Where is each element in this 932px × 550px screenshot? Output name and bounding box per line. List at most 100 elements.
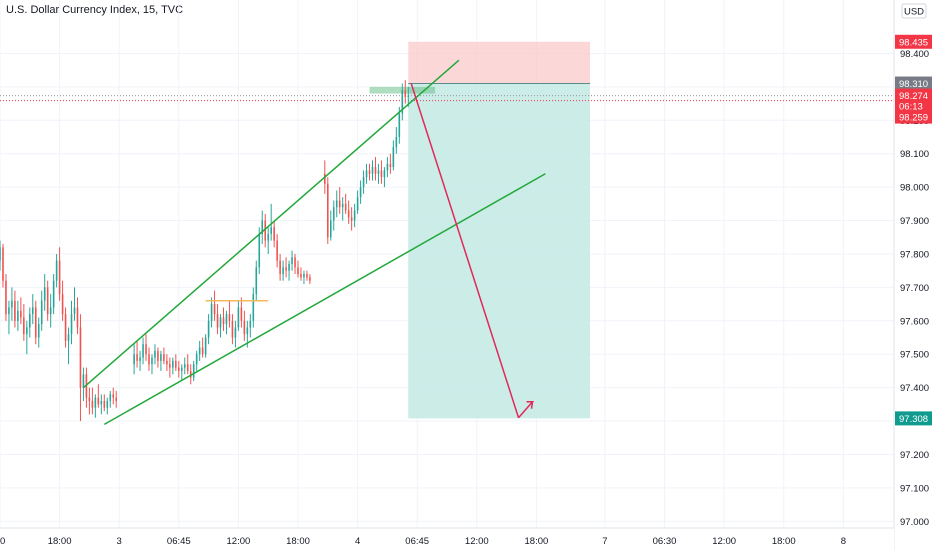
candle-body	[332, 207, 335, 221]
candle-body	[324, 173, 326, 184]
candle-body	[380, 170, 383, 178]
candle-body	[67, 334, 70, 341]
countdown-tag: 06:13	[899, 102, 923, 113]
candle-body	[404, 90, 407, 97]
candle-body	[288, 264, 290, 271]
candle-body	[2, 247, 4, 281]
stop-price-tag-bg	[895, 34, 932, 49]
candle-body	[353, 210, 356, 221]
candle-body	[34, 307, 37, 338]
candle-body	[255, 267, 258, 295]
x-tick-label: 06:45	[167, 536, 191, 547]
chart-title: U.S. Dollar Currency Index, 15, TVC	[6, 4, 184, 16]
candle-body	[64, 314, 67, 341]
candle-body	[273, 227, 275, 241]
candle-body	[204, 337, 207, 355]
x-tick-label: 18:00	[286, 536, 310, 547]
candle-body	[213, 304, 216, 315]
candle-body	[43, 287, 46, 301]
candle-body	[97, 397, 100, 405]
y-tick-label: 97.400	[900, 383, 929, 394]
candle-body	[139, 357, 141, 361]
candle-body	[148, 354, 150, 365]
candle-body	[37, 324, 40, 338]
candle-body	[291, 257, 293, 264]
candle-body	[91, 401, 94, 408]
candle-body	[246, 327, 249, 335]
candle-body	[231, 320, 234, 338]
candle-body	[309, 277, 311, 281]
candle-body	[195, 354, 198, 365]
candle-body	[350, 217, 353, 221]
x-tick-label: 06:45	[405, 536, 429, 547]
x-tick-label: 18:00	[772, 536, 796, 547]
x-tick-label: 7	[602, 536, 607, 547]
candle-body	[0, 247, 1, 261]
candle-body	[279, 260, 281, 275]
candle-body	[109, 394, 112, 402]
candle-body	[294, 257, 296, 268]
target-price-tag: 97.308	[899, 414, 928, 425]
candle-body	[192, 364, 195, 378]
y-tick-label: 97.900	[900, 216, 929, 227]
candle-body	[362, 177, 365, 188]
candle-body	[5, 280, 7, 315]
candle-body	[249, 320, 252, 328]
candle-body	[258, 233, 261, 268]
candle-body	[365, 170, 368, 178]
candle-body	[377, 170, 380, 174]
channel-lower-line	[103, 173, 546, 426]
candle-body	[115, 397, 118, 402]
candle-body	[94, 397, 97, 408]
candle-body	[374, 167, 377, 174]
take-profit-zone	[408, 83, 591, 419]
candle-body	[383, 170, 386, 178]
candle-body	[142, 344, 144, 358]
y-tick-label: 97.000	[900, 517, 929, 528]
candle-body	[133, 354, 135, 365]
candle-body	[207, 320, 210, 338]
y-tick-label: 98.000	[900, 183, 929, 194]
x-tick-label: 00	[0, 536, 5, 547]
candle-body	[58, 260, 61, 295]
candle-body	[225, 314, 228, 325]
y-tick-label: 97.700	[900, 283, 929, 294]
x-tick-label: 18:00	[48, 536, 72, 547]
candle-body	[61, 294, 64, 315]
candle-body	[261, 220, 264, 234]
y-tick-label: 98.400	[900, 49, 929, 60]
candle-body	[201, 347, 204, 355]
candle-body	[401, 90, 404, 114]
projection-arrow-head	[530, 401, 534, 409]
candle-body	[82, 374, 85, 388]
channel-upper-line	[82, 59, 460, 389]
candle-body	[398, 113, 401, 138]
candle-body	[210, 304, 213, 321]
x-tick-label: 18:00	[525, 536, 549, 547]
candle-body	[49, 307, 52, 315]
candle-body	[395, 137, 398, 148]
candle-body	[70, 314, 73, 335]
entry-price-tag: 98.310	[899, 79, 928, 90]
candle-body	[344, 203, 347, 211]
candle-body	[169, 364, 171, 368]
candle-body	[386, 163, 389, 171]
candle-body	[216, 314, 219, 328]
candle-body	[112, 394, 115, 398]
candle-body	[392, 147, 395, 168]
candle-body	[222, 317, 225, 325]
candle-body	[17, 310, 19, 321]
candle-body	[175, 360, 177, 368]
candle-body	[100, 401, 103, 405]
stop-price-tag: 98.435	[899, 37, 928, 48]
candle-body	[88, 397, 91, 402]
y-tick-label: 98.100	[900, 149, 929, 160]
candle-body	[267, 233, 269, 241]
y-tick-label: 97.800	[900, 249, 929, 260]
y-tick-label: 97.500	[900, 350, 929, 361]
candle-body	[29, 314, 31, 328]
candle-body	[154, 350, 156, 358]
candle-body	[407, 95, 410, 97]
candle-body	[73, 307, 76, 315]
